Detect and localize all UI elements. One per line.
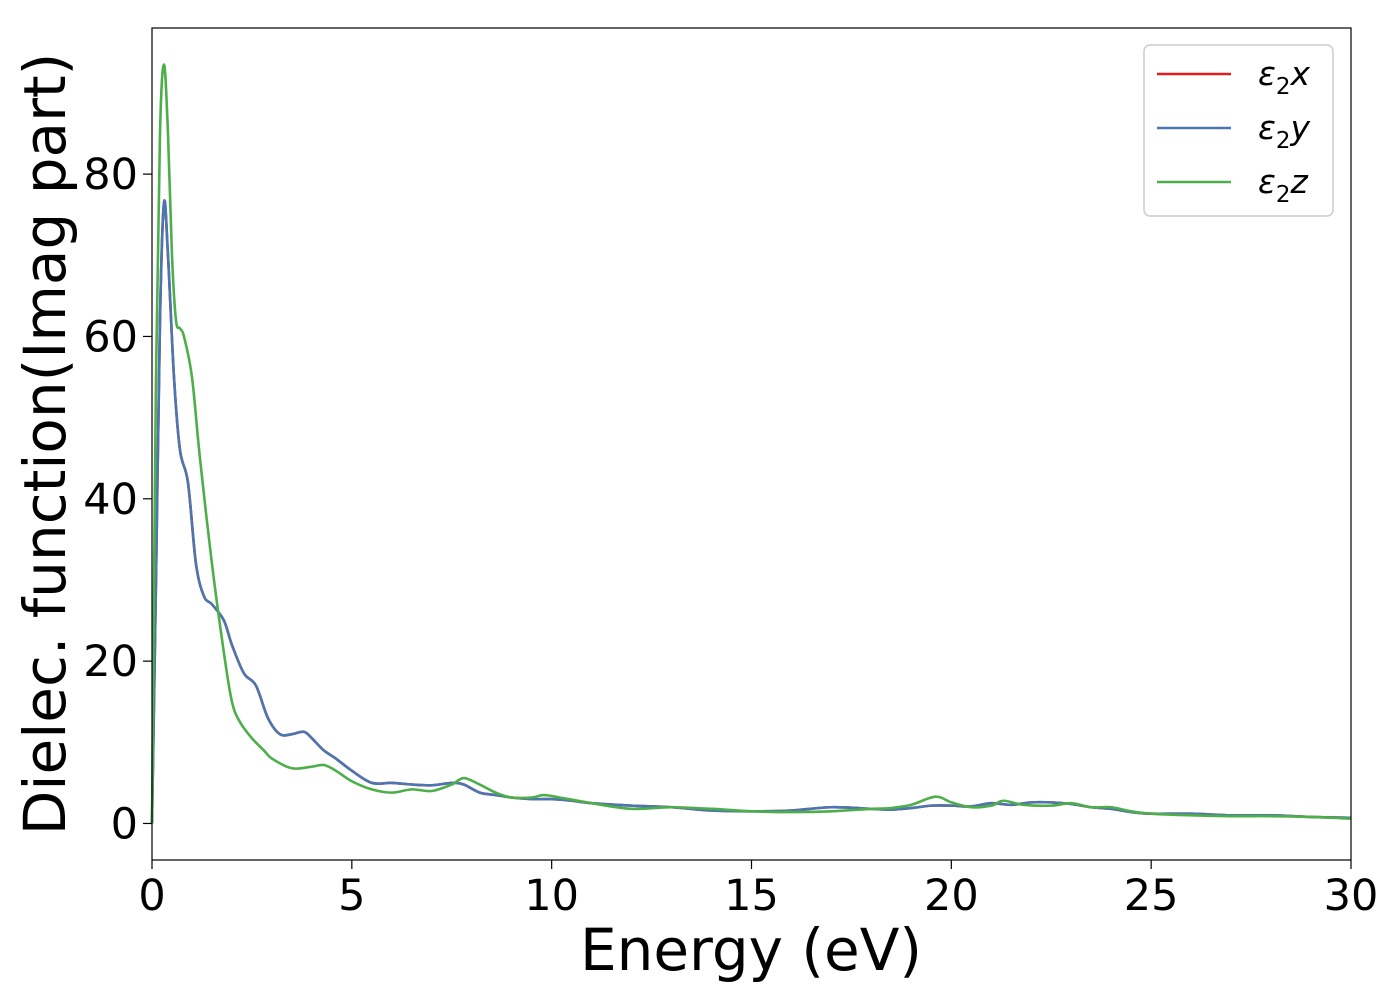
x-tick-label: 25 xyxy=(1124,871,1179,921)
y-tick-label: 60 xyxy=(83,312,138,362)
x-tick-label: 30 xyxy=(1324,871,1379,921)
series-line-y xyxy=(150,199,1352,824)
series-line-x xyxy=(150,199,1352,824)
legend-label-z: ε2z xyxy=(1258,162,1308,208)
series-line-z xyxy=(150,63,1352,824)
y-axis-title: Dielec. function(Imag part) xyxy=(11,53,79,836)
x-tick-label: 15 xyxy=(724,871,779,921)
x-tick-label: 10 xyxy=(524,871,579,921)
y-tick-label: 40 xyxy=(83,475,138,525)
x-axis: 0 5 10 15 20 25 30 xyxy=(138,860,1378,921)
legend-box xyxy=(1143,44,1334,217)
x-tick-label: 0 xyxy=(138,871,165,921)
legend: ε2x ε2y ε2z xyxy=(1143,44,1334,217)
legend-label-y: ε2y xyxy=(1258,108,1310,154)
series-layer xyxy=(150,63,1352,824)
y-tick-label: 0 xyxy=(111,799,138,849)
legend-items: ε2x ε2y ε2z xyxy=(1157,54,1310,208)
y-axis: 0 20 40 60 80 xyxy=(83,150,152,849)
x-axis-title: Energy (eV) xyxy=(580,916,922,984)
y-tick-label: 20 xyxy=(83,637,138,687)
y-tick-label: 80 xyxy=(83,150,138,200)
x-tick-label: 20 xyxy=(924,871,979,921)
legend-label-x: ε2x xyxy=(1258,54,1310,100)
x-tick-label: 5 xyxy=(338,871,365,921)
